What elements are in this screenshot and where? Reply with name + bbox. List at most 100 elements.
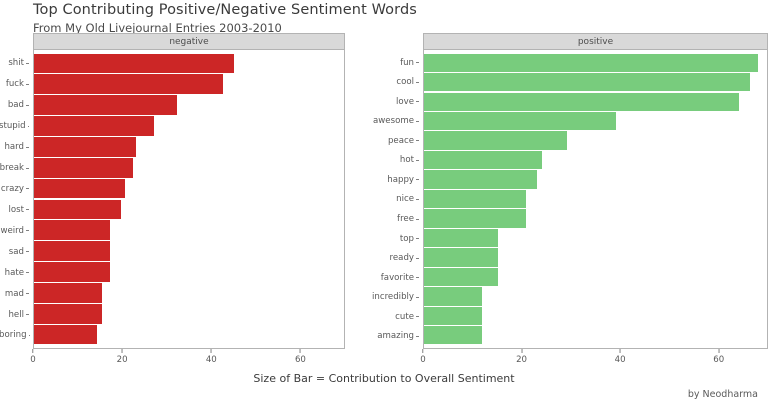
- bar: [424, 287, 482, 306]
- bar-row: [34, 220, 344, 241]
- bar-row: [424, 306, 767, 325]
- bar-row: [424, 189, 767, 209]
- x-tick-mark: [422, 349, 424, 353]
- x-tick-mark: [299, 349, 301, 353]
- bar-row: [424, 248, 767, 267]
- bar: [34, 137, 137, 157]
- bar-row: [424, 267, 767, 287]
- bar-row: [34, 53, 344, 74]
- bar: [424, 326, 482, 345]
- bar-row: [34, 116, 344, 136]
- bar: [424, 131, 568, 150]
- bar-row: [424, 92, 767, 111]
- y-tick-label: top: [361, 229, 419, 247]
- bar-row: [424, 150, 767, 170]
- bar-row: [424, 131, 767, 150]
- x-tick-label: 40: [615, 349, 626, 365]
- bar-row: [34, 74, 344, 95]
- bar: [424, 189, 527, 209]
- bar-row: [424, 73, 767, 92]
- x-tick-mark: [32, 349, 34, 353]
- x-tick-mark: [521, 349, 523, 353]
- plot-area-negative: [33, 50, 345, 349]
- y-tick-label: hot: [361, 151, 419, 169]
- y-tick-label: hard: [0, 137, 29, 157]
- bar-group-positive: [424, 50, 767, 348]
- x-tick-mark: [210, 349, 212, 353]
- x-tick-label: 20: [117, 349, 128, 365]
- y-tick-label: break: [0, 158, 29, 178]
- page-subtitle: From My Old Livejournal Entries 2003-201…: [33, 21, 282, 35]
- x-tick-label: 60: [295, 349, 306, 365]
- page-title: Top Contributing Positive/Negative Senti…: [33, 2, 417, 18]
- bar-row: [34, 95, 344, 115]
- bar: [34, 283, 103, 303]
- y-tick-label: ready: [361, 249, 419, 267]
- y-tick-label: favorite: [361, 268, 419, 286]
- y-tick-label: fun: [361, 54, 419, 72]
- y-tick-label: hate: [0, 263, 29, 283]
- bar-row: [34, 157, 344, 178]
- title-block: Top Contributing Positive/Negative Senti…: [33, 2, 417, 35]
- x-tick-label: 40: [206, 349, 217, 365]
- bar: [34, 220, 111, 241]
- x-tick-mark: [619, 349, 621, 353]
- bar: [34, 178, 125, 199]
- bar-row: [424, 209, 767, 228]
- bar: [424, 150, 543, 170]
- bar-group-negative: [34, 50, 344, 348]
- panel-negative: negative shit fuck bad stupid hard break crazy…: [0, 33, 345, 349]
- bar: [424, 112, 616, 131]
- bar-row: [34, 241, 344, 261]
- bar-row: [34, 199, 344, 220]
- bar: [424, 248, 499, 267]
- bar-row: [424, 287, 767, 306]
- bar: [424, 53, 759, 72]
- y-tick-label: incredibly: [361, 288, 419, 306]
- bar-row: [424, 53, 767, 72]
- bar-row: [34, 303, 344, 324]
- bar: [424, 306, 482, 325]
- y-tick-label: boring: [0, 326, 29, 346]
- x-tick-label: 0: [30, 349, 36, 365]
- panel-strip-label-positive: positive: [577, 36, 614, 47]
- panel-strip-positive: positive: [423, 33, 768, 50]
- bar-row: [424, 170, 767, 189]
- plot-area-positive: [423, 50, 768, 349]
- bar: [34, 324, 97, 345]
- y-tick-label: crazy: [0, 179, 29, 199]
- bar: [34, 157, 133, 178]
- y-tick-label: fuck: [0, 75, 29, 95]
- panel-positive: positive fun cool love awesome peace hot happy…: [372, 33, 768, 349]
- bar: [424, 267, 499, 287]
- bar-row: [34, 324, 344, 345]
- y-tick-label: bad: [0, 95, 29, 115]
- bar: [34, 262, 111, 282]
- y-tick-label: amazing: [361, 327, 419, 345]
- y-tick-label: cool: [361, 73, 419, 91]
- bar-row: [34, 283, 344, 303]
- bar: [424, 73, 750, 92]
- y-tick-label: nice: [361, 190, 419, 208]
- y-axis-labels-positive: fun cool love awesome peace hot happy nice free t…: [361, 50, 419, 349]
- y-tick-label: weird: [0, 221, 29, 241]
- bar: [34, 74, 223, 95]
- y-tick-label: stupid: [0, 116, 29, 136]
- bar-row: [424, 228, 767, 248]
- bar: [34, 53, 235, 74]
- bar: [424, 209, 527, 228]
- y-tick-label: sad: [0, 242, 29, 262]
- y-tick-label: shit: [0, 54, 29, 74]
- bar: [424, 92, 740, 111]
- bar: [424, 228, 499, 248]
- bar: [34, 199, 122, 220]
- bar: [34, 116, 155, 136]
- x-tick-mark: [121, 349, 123, 353]
- y-tick-label: lost: [0, 200, 29, 220]
- x-tick-label: 0: [420, 349, 426, 365]
- y-tick-label: love: [361, 93, 419, 111]
- axis-caption: Size of Bar = Contribution to Overall Se…: [253, 372, 515, 385]
- bar-row: [34, 262, 344, 282]
- credit-text: by Neodharma: [687, 389, 758, 400]
- y-tick-label: mad: [0, 284, 29, 304]
